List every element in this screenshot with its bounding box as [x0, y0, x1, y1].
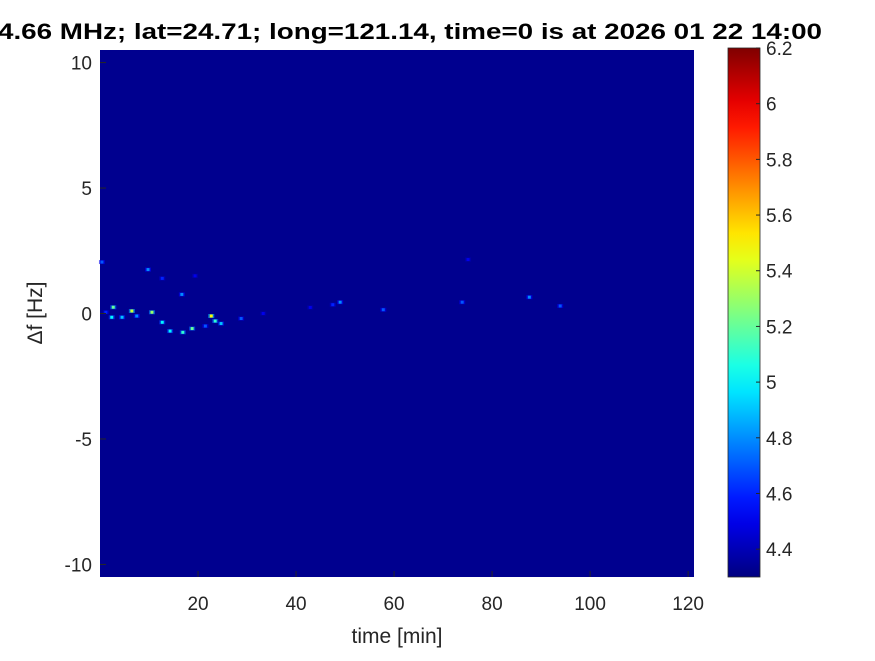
- heatmap-cell: [209, 314, 213, 318]
- heatmap-cell: [466, 258, 470, 262]
- heatmap-cell: [135, 314, 139, 318]
- heatmap-cell: [558, 304, 562, 308]
- x-tick-label: 60: [383, 594, 404, 615]
- y-tick-label: -5: [75, 430, 92, 451]
- heatmap-cell: [100, 260, 104, 264]
- colorbar-tick-label: 5.2: [766, 317, 792, 338]
- colorbar-tick-label: 4.4: [766, 540, 793, 561]
- heatmap-cell: [160, 276, 164, 280]
- heatmap-cell: [104, 310, 108, 314]
- y-tick-label: 5: [81, 179, 92, 200]
- y-axis-label: Δf [Hz]: [24, 281, 47, 344]
- heatmap-cell: [308, 305, 312, 309]
- y-tick-label: -10: [65, 555, 92, 576]
- colorbar-tick-label: 4.8: [766, 429, 792, 450]
- plot-area: [100, 50, 694, 577]
- heatmap-cell: [213, 319, 217, 323]
- x-tick-label: 100: [574, 594, 606, 615]
- heatmap-cell: [239, 317, 243, 321]
- chart-title: 4.66 MHz; lat=24.71; long=121.14, time=0…: [0, 19, 822, 44]
- x-axis-label: time [min]: [351, 625, 442, 648]
- y-ticks: -10 -5 0 5 10: [65, 54, 106, 576]
- x-tick-label: 20: [187, 594, 208, 615]
- colorbar-tick-label: 4.6: [766, 484, 792, 505]
- heatmap-cells: [98, 257, 564, 335]
- heatmap-cell: [160, 320, 164, 324]
- colorbar-ticks: 4.4 4.6 4.8 5 5.2 5.4 5.6 5.8 6 6.2: [756, 39, 793, 561]
- x-tick-label: 40: [285, 594, 306, 615]
- heatmap-cell: [261, 312, 265, 315]
- heatmap-cell: [460, 300, 464, 304]
- heatmap-cell: [219, 322, 223, 326]
- x-ticks: 20 40 60 80 100 120: [187, 571, 704, 615]
- heatmap-cell: [130, 309, 134, 313]
- colorbar: [727, 47, 761, 578]
- heatmap-cell: [331, 303, 335, 307]
- heatmap-cell: [146, 268, 150, 272]
- colorbar-tick-label: 6.2: [766, 39, 792, 60]
- y-tick-label: 10: [71, 54, 92, 75]
- heatmap-cell: [338, 300, 342, 304]
- colorbar-tick-label: 6: [766, 95, 777, 116]
- colorbar-tick-label: 5: [766, 373, 777, 394]
- heatmap-cell: [110, 315, 114, 319]
- heatmap-cell: [381, 308, 385, 312]
- y-tick-label: 0: [81, 305, 92, 326]
- heatmap-cell: [180, 292, 184, 296]
- heatmap-cell: [190, 327, 194, 331]
- heatmap-cell: [168, 329, 172, 333]
- heatmap-cell: [203, 324, 207, 328]
- x-tick-label: 120: [672, 594, 704, 615]
- heatmap-cell: [120, 315, 124, 319]
- colorbar-tick-label: 5.4: [766, 262, 793, 283]
- x-tick-label: 80: [482, 594, 503, 615]
- heatmap-cell: [527, 295, 531, 299]
- colorbar-tick-label: 5.8: [766, 150, 792, 171]
- colorbar-tick-label: 5.6: [766, 206, 792, 227]
- heatmap-cell: [150, 310, 154, 314]
- heatmap-cell: [181, 330, 185, 334]
- heatmap-cell: [193, 274, 197, 278]
- heatmap-cell: [111, 305, 115, 309]
